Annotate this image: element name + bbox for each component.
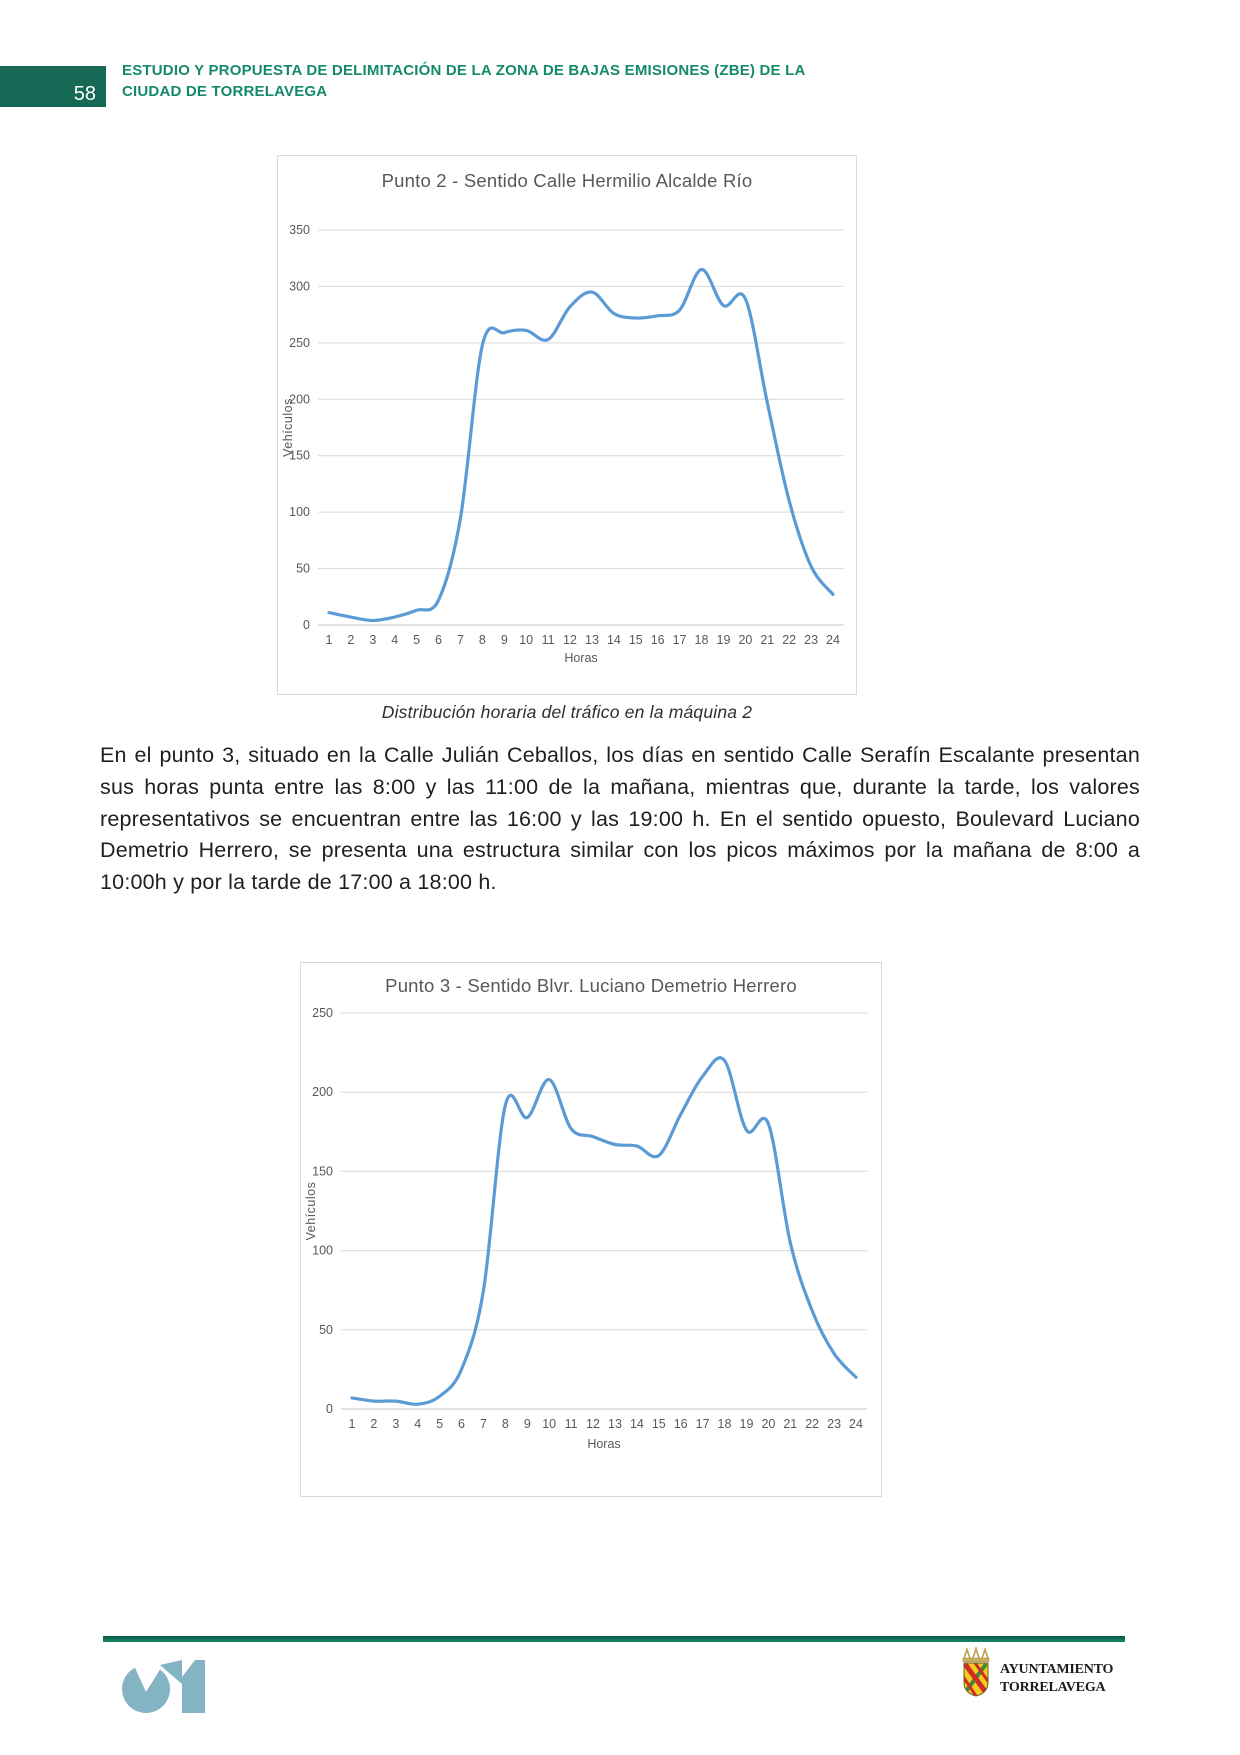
svg-text:21: 21 xyxy=(783,1417,797,1431)
svg-text:0: 0 xyxy=(303,618,310,632)
svg-text:0: 0 xyxy=(326,1402,333,1416)
svg-text:8: 8 xyxy=(502,1417,509,1431)
svg-text:4: 4 xyxy=(391,633,398,647)
svg-text:16: 16 xyxy=(651,633,665,647)
svg-text:3: 3 xyxy=(392,1417,399,1431)
footer-org-line2: TORRELAVEGA xyxy=(1000,1679,1106,1695)
svg-text:19: 19 xyxy=(717,633,731,647)
svg-text:11: 11 xyxy=(542,633,555,647)
chart-title: Punto 3 - Sentido Blvr. Luciano Demetrio… xyxy=(385,975,797,996)
svg-text:22: 22 xyxy=(782,633,796,647)
svg-text:350: 350 xyxy=(289,223,310,237)
svg-text:200: 200 xyxy=(289,392,310,406)
svg-text:24: 24 xyxy=(849,1417,863,1431)
torrelavega-coat-of-arms-icon xyxy=(962,1646,990,1697)
svg-text:23: 23 xyxy=(804,633,818,647)
svg-text:150: 150 xyxy=(312,1164,333,1178)
svg-text:7: 7 xyxy=(457,633,464,647)
page-number: 58 xyxy=(73,83,96,105)
svg-text:11: 11 xyxy=(565,1417,578,1431)
svg-text:5: 5 xyxy=(413,633,420,647)
page-number-box: 58 xyxy=(0,66,106,107)
svg-text:15: 15 xyxy=(629,633,643,647)
svg-text:24: 24 xyxy=(826,633,840,647)
svg-text:19: 19 xyxy=(740,1417,754,1431)
svg-text:6: 6 xyxy=(458,1417,465,1431)
svg-text:9: 9 xyxy=(524,1417,531,1431)
figure-caption: Distribución horaria del tráfico en la m… xyxy=(381,702,753,722)
svg-text:10: 10 xyxy=(542,1417,556,1431)
svg-text:100: 100 xyxy=(289,505,310,519)
body-paragraph: En el punto 3, situado en la Calle Juliá… xyxy=(100,743,1140,895)
svg-text:21: 21 xyxy=(760,633,774,647)
svg-text:300: 300 xyxy=(289,279,310,293)
figure-chart-punto3: Punto 3 - Sentido Blvr. Luciano Demetrio… xyxy=(300,962,882,1497)
svg-text:12: 12 xyxy=(563,633,577,647)
svg-text:17: 17 xyxy=(673,633,687,647)
svg-text:14: 14 xyxy=(630,1417,644,1431)
footer-divider xyxy=(103,1636,1125,1642)
svg-text:Horas: Horas xyxy=(587,1437,620,1451)
svg-text:6: 6 xyxy=(435,633,442,647)
figure-chart-punto2: Punto 2 - Sentido Calle Hermilio Alcalde… xyxy=(277,155,857,695)
svg-text:13: 13 xyxy=(585,633,599,647)
svg-text:250: 250 xyxy=(312,1006,333,1020)
footer-org-line1: AYUNTAMIENTO xyxy=(1000,1662,1114,1677)
svg-text:18: 18 xyxy=(718,1417,732,1431)
svg-text:5: 5 xyxy=(436,1417,443,1431)
consultant-logo-icon xyxy=(122,1660,205,1713)
svg-text:23: 23 xyxy=(827,1417,841,1431)
svg-text:9: 9 xyxy=(501,633,508,647)
svg-text:2: 2 xyxy=(347,633,354,647)
svg-text:10: 10 xyxy=(519,633,533,647)
svg-text:12: 12 xyxy=(586,1417,600,1431)
svg-text:16: 16 xyxy=(674,1417,688,1431)
svg-text:250: 250 xyxy=(289,336,310,350)
svg-text:8: 8 xyxy=(479,633,486,647)
svg-text:Vehículos: Vehículos xyxy=(281,398,295,457)
chart-title: Punto 2 - Sentido Calle Hermilio Alcalde… xyxy=(381,170,753,191)
svg-text:18: 18 xyxy=(695,633,709,647)
svg-text:17: 17 xyxy=(696,1417,710,1431)
svg-text:4: 4 xyxy=(414,1417,421,1431)
svg-text:Horas: Horas xyxy=(564,651,597,665)
svg-text:150: 150 xyxy=(289,449,310,463)
svg-text:50: 50 xyxy=(296,562,310,576)
svg-text:100: 100 xyxy=(312,1244,333,1258)
svg-text:20: 20 xyxy=(738,633,752,647)
svg-text:22: 22 xyxy=(805,1417,819,1431)
footer-org-name: AYUNTAMIENTO TORRELAVEGA xyxy=(1000,1661,1140,1696)
svg-text:200: 200 xyxy=(312,1085,333,1099)
svg-text:15: 15 xyxy=(652,1417,666,1431)
svg-text:1: 1 xyxy=(326,633,333,647)
svg-text:3: 3 xyxy=(369,633,376,647)
svg-text:Vehículos: Vehículos xyxy=(304,1182,318,1241)
page-title: ESTUDIO Y PROPUESTA DE DELIMITACIÓN DE L… xyxy=(122,62,805,100)
svg-text:50: 50 xyxy=(319,1323,333,1337)
svg-text:14: 14 xyxy=(607,633,621,647)
svg-text:7: 7 xyxy=(480,1417,487,1431)
svg-text:1: 1 xyxy=(349,1417,356,1431)
svg-text:13: 13 xyxy=(608,1417,622,1431)
svg-text:2: 2 xyxy=(370,1417,377,1431)
svg-text:20: 20 xyxy=(761,1417,775,1431)
